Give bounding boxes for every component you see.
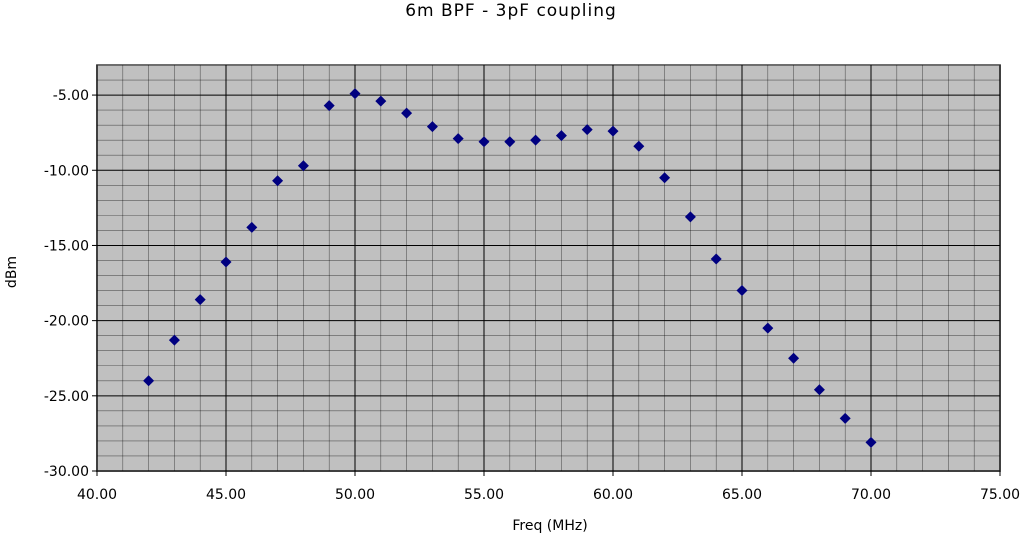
data-point: [581, 124, 593, 136]
data-point: [143, 375, 155, 387]
data-point: [426, 121, 438, 133]
data-point: [349, 88, 361, 100]
data-point: [788, 352, 800, 364]
x-tick-label: 50.00: [335, 487, 375, 503]
y-axis-label: dBm: [4, 256, 20, 288]
y-tick-label: -20.00: [44, 314, 89, 330]
plot-area: [96, 64, 1001, 472]
data-point: [736, 285, 748, 297]
y-tick-label: -15.00: [44, 238, 89, 254]
data-series: [143, 88, 877, 448]
y-tick-label: -10.00: [44, 163, 89, 179]
gridlines: [96, 64, 1001, 472]
data-point: [401, 107, 413, 119]
x-tick-label: 40.00: [77, 487, 117, 503]
data-point: [272, 175, 284, 187]
data-point: [710, 253, 722, 265]
data-point: [194, 294, 206, 306]
data-point: [168, 334, 180, 346]
data-point: [813, 384, 825, 396]
x-axis: 40.00 45.00 50.00 55.00 60.00 65.00 70.00 75.00: [77, 471, 1020, 503]
data-point: [452, 133, 464, 145]
chart-title: 6m BPF - 3pF coupling: [405, 1, 617, 21]
data-point: [375, 95, 387, 107]
x-tick-label: 65.00: [722, 487, 762, 503]
x-axis-label: Freq (MHz): [512, 518, 587, 534]
data-point: [762, 322, 774, 334]
data-point: [839, 412, 851, 424]
data-point: [633, 140, 645, 152]
y-tick-label: -5.00: [53, 88, 89, 104]
data-point: [220, 256, 232, 268]
y-axis: -5.00 -10.00 -15.00 -20.00 -25.00 -30.00: [44, 88, 97, 480]
data-point: [607, 125, 619, 137]
x-tick-label: 55.00: [464, 487, 504, 503]
data-point: [504, 136, 516, 148]
data-point: [555, 130, 567, 142]
data-point: [530, 134, 542, 146]
data-point: [478, 136, 490, 148]
y-tick-label: -30.00: [44, 464, 89, 480]
y-tick-label: -25.00: [44, 389, 89, 405]
x-tick-label: 45.00: [206, 487, 246, 503]
x-tick-label: 60.00: [593, 487, 633, 503]
data-point: [246, 221, 258, 233]
data-point: [865, 436, 877, 448]
x-tick-label: 70.00: [851, 487, 891, 503]
x-tick-label: 75.00: [980, 487, 1020, 503]
data-point: [659, 172, 671, 184]
data-point: [297, 160, 309, 172]
data-point: [323, 100, 335, 112]
data-point: [684, 211, 696, 223]
